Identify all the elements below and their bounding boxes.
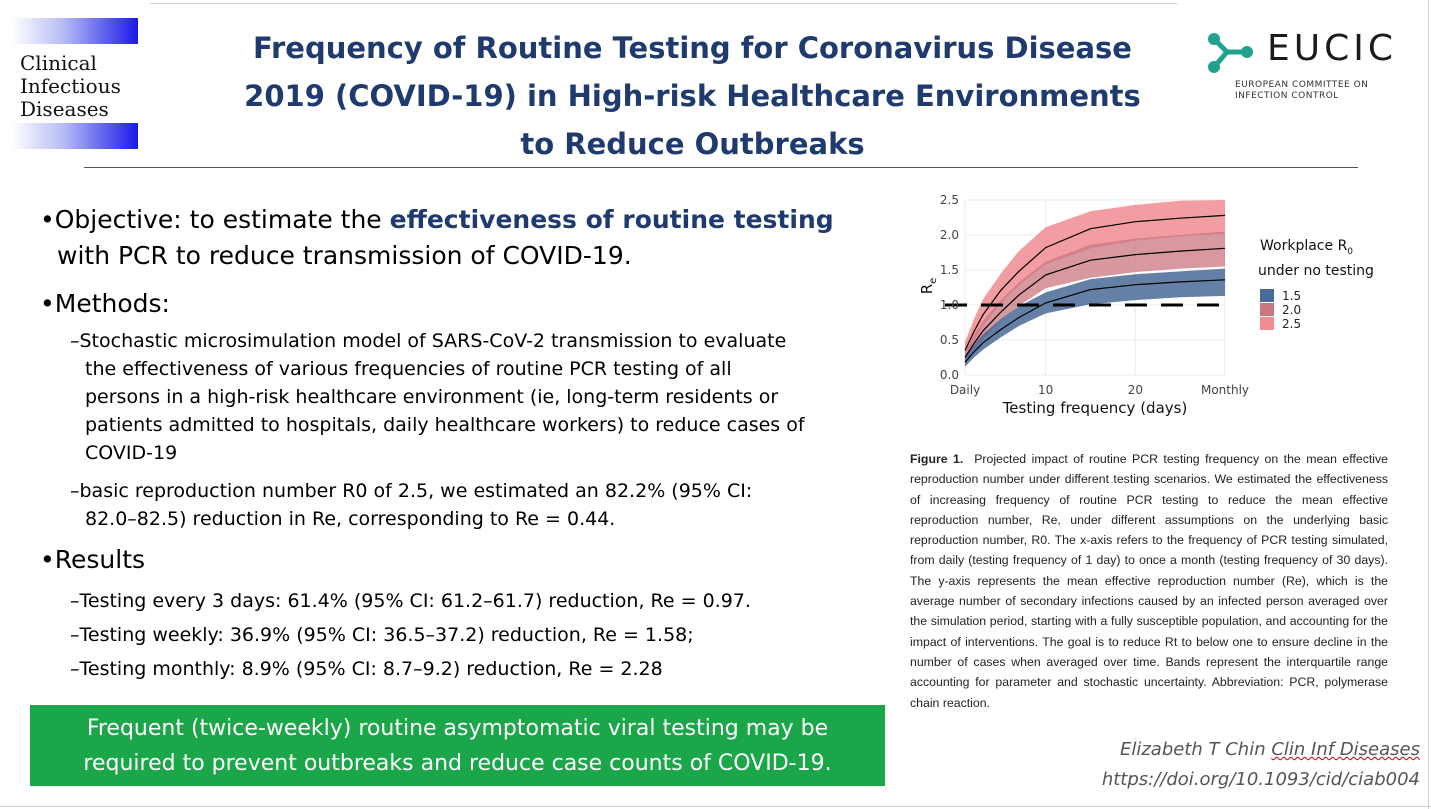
objective-emphasis: effectiveness of routine testing (389, 205, 834, 234)
legend-swatch-1-5 (1260, 289, 1274, 302)
title-line-2: 2019 (COVID-19) in High-risk Healthcare … (244, 79, 1141, 113)
y-axis-label: Re (918, 278, 939, 295)
conclusion-box: Frequent (twice-weekly) routine asymptom… (30, 705, 885, 786)
conclusion-line-2: required to prevent outbreaks and reduce… (83, 751, 832, 776)
legend-label-2-5: 2.5 (1282, 317, 1301, 331)
median-line-r0-2-0 (964, 247, 1226, 358)
results-list: –Testing every 3 days: 61.4% (95% CI: 61… (70, 584, 870, 686)
results-item: –Testing every 3 days: 61.4% (95% CI: 61… (70, 590, 751, 612)
results-item: –Testing weekly: 36.9% (95% CI: 36.5–37.… (70, 624, 694, 646)
journal-logo: Clinical Infectious Diseases (12, 18, 138, 149)
results-heading: Results (54, 545, 146, 574)
y-tick-label: 1.5 (940, 263, 959, 277)
logo-line-1: Clinical (20, 51, 97, 75)
results-item-text-2: Testing weekly: 36.9% (95% CI: 36.5–37.2… (79, 624, 694, 646)
figure-caption-label: Figure 1. (910, 452, 964, 466)
methods-item-1-line-3: persons in a high-risk healthcare enviro… (85, 386, 779, 408)
conclusion-line-1: Frequent (twice-weekly) routine asymptom… (86, 716, 829, 741)
iqr-band-r0-2-5 (965, 200, 1225, 358)
legend-label-2-0: 2.0 (1282, 303, 1301, 317)
median-line-r0-1-5 (964, 279, 1226, 363)
frame-bottom-edge (0, 806, 1431, 807)
y-tick-label: 2.5 (940, 193, 959, 207)
eucic-sub-line-2: INFECTION CONTROL (1235, 91, 1339, 101)
methods-item-1-line-2: the effectiveness of various frequencies… (85, 358, 732, 380)
x-tick-label: 20 (1128, 383, 1143, 397)
legend-items: 1.52.02.5 (1260, 289, 1301, 331)
objective-prefix: Objective: to estimate the (54, 205, 390, 234)
legend-title-line-1: Workplace R0 (1260, 238, 1353, 257)
median-line-r0-2-5 (964, 214, 1226, 351)
citation-journal: Clin Inf Diseases (1271, 739, 1420, 760)
re-chart: 0.00.51.01.52.02.5 Daily 10 20 Monthly Test… (918, 193, 1374, 417)
citation: Elizabeth T Chin Clin Inf Diseases https… (1030, 735, 1420, 795)
methods-item-2-line-2: 82.0–82.5) reduction in Re, correspondin… (85, 508, 616, 530)
methods-heading: Methods: (54, 289, 170, 318)
methods-item-2: –basic reproduction number R0 of 2.5, we… (70, 477, 870, 533)
eucic-logo: EUCIC EUROPEAN COMMITTEE ON INFECTION CO… (1205, 28, 1415, 108)
y-tick-label: 1.0 (940, 298, 959, 312)
methods-item-1-line-5: COVID-19 (85, 442, 178, 464)
results-item-text-3: Testing monthly: 8.9% (95% CI: 8.7–9.2) … (79, 658, 663, 680)
legend-label-1-5: 1.5 (1282, 289, 1301, 303)
title-line-1: Frequency of Routine Testing for Coronav… (253, 31, 1132, 65)
logo-gradient-bar-bottom (12, 123, 138, 149)
x-axis-label: Testing frequency (days) (1002, 399, 1188, 417)
objective-continuation: with PCR to reduce transmission of COVID… (57, 241, 632, 270)
methods-item-1: –Stochastic microsimulation model of SAR… (70, 327, 870, 467)
results-bullet: •Results (40, 545, 146, 574)
y-tick-label: 0.0 (940, 368, 959, 382)
figure-caption-text: Projected impact of routine PCR testing … (910, 452, 1388, 710)
top-rule (150, 3, 1177, 4)
x-tick-label: Monthly (1201, 383, 1249, 397)
objective-bullet: •Objective: to estimate the effectivenes… (40, 205, 834, 234)
title-line-3: to Reduce Outbreaks (520, 127, 865, 161)
eucic-molecule-icon (1208, 33, 1253, 73)
eucic-subtitle: EUROPEAN COMMITTEE ON INFECTION CONTROL (1235, 80, 1368, 102)
chart-median-lines (964, 214, 1226, 363)
methods-bullet: •Methods: (40, 289, 170, 318)
iqr-band-r0-1-5 (965, 268, 1225, 367)
journal-logo-text: Clinical Infectious Diseases (20, 52, 121, 121)
x-tick-labels: Daily 10 20 Monthly (950, 383, 1249, 397)
methods-item-1-line-1: Stochastic microsimulation model of SARS… (79, 330, 787, 352)
iqr-band-r0-2-0 (965, 231, 1225, 364)
results-item: –Testing monthly: 8.9% (95% CI: 8.7–9.2)… (70, 658, 663, 680)
eucic-name: EUCIC (1267, 28, 1397, 69)
slide-title: Frequency of Routine Testing for Coronav… (235, 24, 1150, 168)
figure-caption: Figure 1. Projected impact of routine PC… (910, 449, 1388, 713)
legend-swatch-2-5 (1260, 317, 1274, 330)
chart-bands (965, 200, 1225, 367)
legend-title-line-2: under no testing (1258, 263, 1374, 279)
title-divider (84, 167, 1358, 168)
methods-item-2-line-1: basic reproduction number R0 of 2.5, we … (79, 480, 753, 502)
y-tick-label: 0.5 (940, 333, 959, 347)
chart-legend: Workplace R0 under no testing 1.52.02.5 (1258, 238, 1374, 331)
logo-line-2: Infectious (20, 74, 121, 98)
frame-right-edge (1428, 0, 1429, 809)
logo-gradient-bar-top (12, 18, 138, 44)
citation-author: Elizabeth T Chin (1119, 739, 1272, 760)
methods-item-1-line-4: patients admitted to hospitals, daily he… (85, 414, 805, 436)
x-tick-label: 10 (1038, 383, 1053, 397)
y-tick-label: 2.0 (940, 228, 959, 242)
y-tick-labels: 0.0 0.5 1.0 1.5 2.0 2.5 (940, 193, 959, 382)
results-item-text-1: Testing every 3 days: 61.4% (95% CI: 61.… (79, 590, 751, 612)
legend-swatch-2-0 (1260, 303, 1274, 316)
citation-doi[interactable]: https://doi.org/10.1093/cid/ciab004 (1101, 769, 1420, 790)
eucic-sub-line-1: EUROPEAN COMMITTEE ON (1235, 80, 1369, 90)
x-tick-label: Daily (950, 383, 980, 397)
logo-line-3: Diseases (20, 97, 109, 121)
